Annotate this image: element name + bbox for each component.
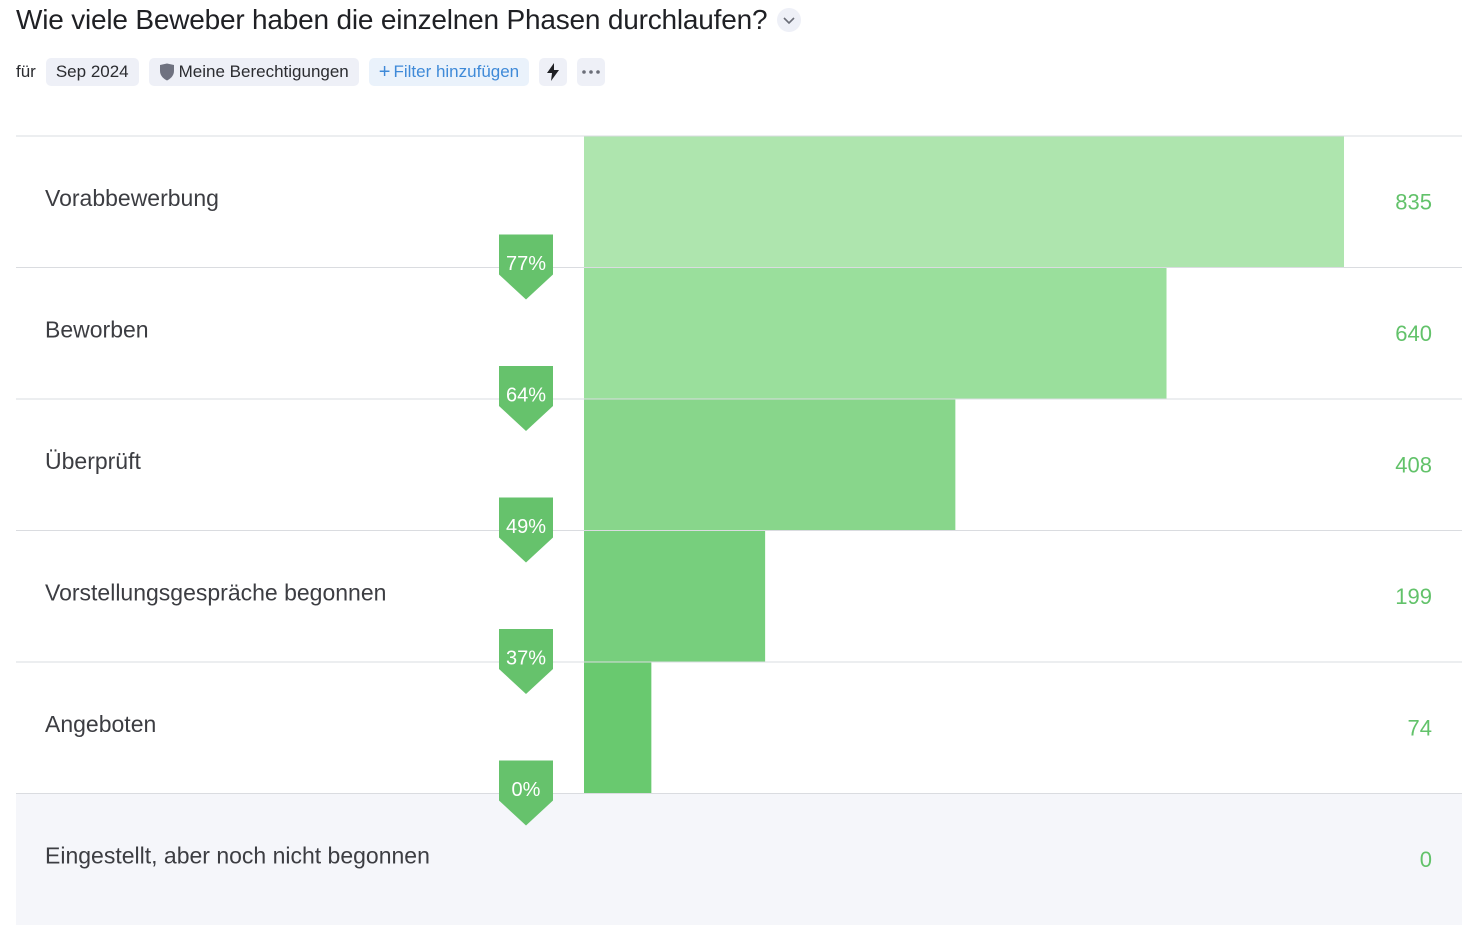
conversion-badge (499, 760, 553, 826)
lightning-icon (547, 63, 560, 81)
period-filter-label: Sep 2024 (55, 62, 129, 81)
stage-label: Beworben (45, 316, 149, 342)
permissions-filter[interactable]: Meine Berechtigungen (148, 58, 359, 86)
conversion-rate-label: 37% (506, 647, 546, 669)
funnel-bar (584, 399, 956, 531)
funnel-bar (584, 662, 652, 794)
for-label: für (16, 62, 36, 81)
funnel-bar (584, 530, 766, 662)
add-filter-button[interactable]: + Filter hinzufügen (368, 58, 530, 86)
conversion-rate-label: 64% (506, 384, 546, 406)
stage-label: Vorstellungsgespräche begonnen (45, 579, 386, 605)
stage-value: 408 (1395, 453, 1432, 478)
period-filter[interactable]: Sep 2024 (45, 58, 139, 86)
conversion-badge (499, 497, 553, 563)
filter-bar: für Sep 2024 Meine Berechtigungen + Filt… (16, 58, 606, 86)
stage-label: Überprüft (45, 448, 141, 474)
plus-icon: + (378, 61, 391, 83)
conversion-badge (499, 629, 553, 694)
last-row-background (16, 793, 1462, 925)
stage-label: Eingestellt, aber noch nicht begonnen (45, 842, 430, 868)
stage-label: Vorabbewerbung (45, 185, 219, 211)
add-filter-label: Filter hinzufügen (393, 62, 520, 81)
conversion-badge (499, 234, 553, 300)
stage-value: 640 (1395, 321, 1432, 346)
stage-label: Angeboten (45, 711, 156, 737)
conversion-rate-label: 77% (506, 253, 546, 275)
conversion-rate-label: 49% (506, 516, 546, 538)
stage-value: 74 (1408, 716, 1432, 741)
chart-header: Wie viele Beweber haben die einzelnen Ph… (16, 0, 1456, 40)
more-icon (582, 70, 600, 74)
shield-icon (159, 63, 175, 81)
conversion-rate-label: 0% (512, 779, 541, 801)
more-button[interactable] (577, 58, 606, 86)
stage-value: 0 (1420, 847, 1432, 872)
chart-title: Wie viele Beweber haben die einzelnen Ph… (16, 4, 768, 35)
stage-value: 835 (1395, 190, 1432, 215)
chevron-down-icon[interactable] (777, 8, 802, 32)
funnel-bar (584, 267, 1167, 399)
conversion-badge (499, 366, 553, 431)
permissions-filter-label: Meine Berechtigungen (178, 62, 349, 81)
stage-value: 199 (1395, 584, 1432, 609)
lightning-button[interactable] (539, 58, 568, 86)
funnel-bar (584, 136, 1344, 268)
